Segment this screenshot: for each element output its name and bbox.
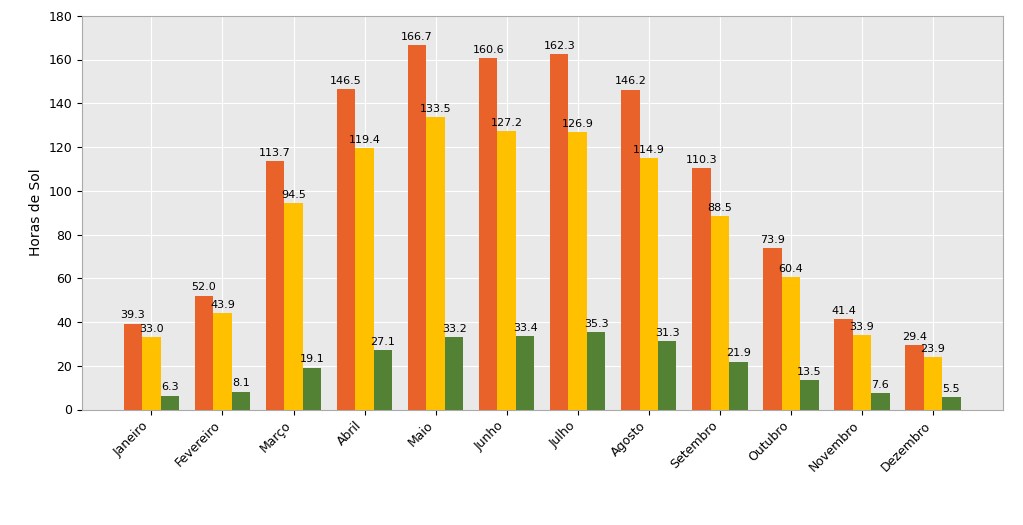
Bar [194,296,213,410]
Bar [693,168,711,410]
Text: 88.5: 88.5 [707,203,732,213]
Bar [763,248,782,410]
Bar [729,362,748,410]
Bar [800,380,818,410]
Bar [658,341,676,410]
Bar [408,45,427,410]
Text: 146.5: 146.5 [330,76,362,86]
Text: 94.5: 94.5 [281,190,306,200]
Bar [872,393,890,410]
Bar [213,313,231,410]
Text: 52.0: 52.0 [191,282,216,292]
Text: 7.6: 7.6 [872,380,889,390]
Text: 21.9: 21.9 [726,348,751,358]
Bar [284,203,303,410]
Text: 19.1: 19.1 [300,354,324,364]
Text: 33.4: 33.4 [513,323,537,333]
Y-axis label: Horas de Sol: Horas de Sol [29,169,43,256]
Text: 33.9: 33.9 [849,322,875,332]
Bar [161,396,179,410]
Bar [905,345,924,410]
Text: 162.3: 162.3 [543,41,575,51]
Text: 33.2: 33.2 [442,323,466,333]
Bar [782,277,800,410]
Bar [497,131,516,410]
Bar [924,357,942,410]
Text: 13.5: 13.5 [797,366,821,377]
Bar [711,216,729,410]
Bar [587,332,606,410]
Text: 23.9: 23.9 [921,344,945,354]
Text: 6.3: 6.3 [161,382,179,393]
Bar [445,337,463,410]
Text: 41.4: 41.4 [831,306,856,316]
Bar [427,118,445,410]
Text: 126.9: 126.9 [562,119,593,129]
Text: 160.6: 160.6 [473,45,504,55]
Text: 146.2: 146.2 [615,77,647,87]
Bar [853,335,872,410]
Bar [337,89,355,410]
Text: 73.9: 73.9 [760,235,785,245]
Text: 31.3: 31.3 [655,328,679,338]
Text: 60.4: 60.4 [779,264,803,274]
Bar [479,58,497,410]
Text: 127.2: 127.2 [491,118,523,128]
Bar [569,132,587,410]
Text: 113.7: 113.7 [259,148,291,158]
Bar [373,350,392,410]
Text: 29.4: 29.4 [902,332,927,342]
Text: 8.1: 8.1 [232,379,250,388]
Text: 35.3: 35.3 [584,319,609,329]
Text: 39.3: 39.3 [121,310,145,320]
Text: 110.3: 110.3 [685,155,717,165]
Bar [124,323,142,410]
Bar [142,338,161,410]
Text: 33.0: 33.0 [139,324,164,334]
Bar [639,158,658,410]
Text: 133.5: 133.5 [419,104,451,114]
Text: 5.5: 5.5 [942,384,961,394]
Bar [303,368,321,410]
Text: 27.1: 27.1 [370,337,396,347]
Text: 119.4: 119.4 [349,135,381,145]
Text: 43.9: 43.9 [210,300,235,310]
Bar [516,337,534,410]
Bar [355,148,373,410]
Bar [266,161,284,410]
Bar [231,392,251,410]
Bar [942,397,961,410]
Text: 166.7: 166.7 [401,32,433,41]
Bar [550,55,569,410]
Text: 114.9: 114.9 [633,145,665,155]
Bar [621,90,639,410]
Bar [834,319,853,410]
